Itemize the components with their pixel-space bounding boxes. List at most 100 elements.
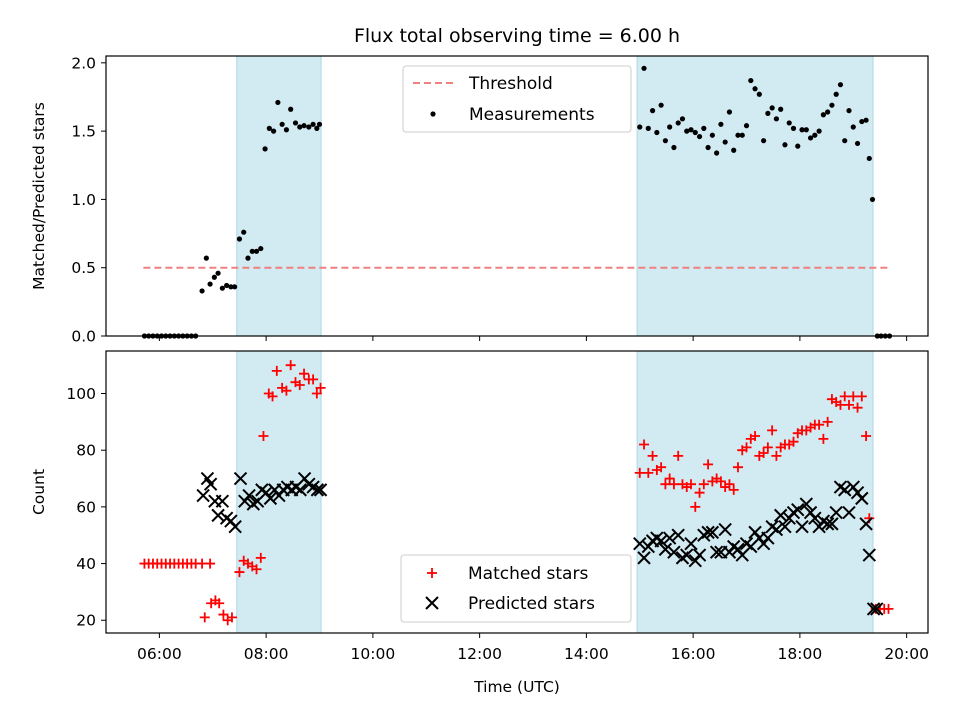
measurement-point <box>249 248 255 254</box>
x-tick-label: 12:00 <box>457 645 502 663</box>
predicted-star-point <box>825 517 839 531</box>
matched-star-point <box>255 552 266 563</box>
legend-matched-swatch <box>427 568 437 578</box>
measurement-point <box>743 123 750 129</box>
matched-star-point <box>758 448 769 459</box>
matched-star-point <box>771 450 782 461</box>
top-y-tick-label: 0.0 <box>71 328 96 346</box>
matched-star-point <box>199 612 210 623</box>
measurement-point <box>765 110 771 116</box>
measurement-point <box>314 125 320 131</box>
measurement-point <box>820 112 826 118</box>
measurement-point <box>236 236 243 242</box>
legend-predicted-swatch <box>425 596 439 610</box>
measurement-point <box>850 124 856 130</box>
predicted-star-point <box>692 548 707 562</box>
measurement-point <box>658 102 664 108</box>
measurement-point <box>812 132 818 138</box>
matched-star-point <box>818 433 829 444</box>
top-shaded-interval <box>236 55 322 337</box>
predicted-star-point <box>855 491 869 506</box>
measurement-point <box>301 123 307 129</box>
predicted-star-point <box>684 537 698 551</box>
measurement-point <box>752 86 758 92</box>
top-y-tick-label: 1.5 <box>71 123 96 141</box>
predicted-star-point <box>633 537 647 551</box>
measurement-point <box>688 127 694 133</box>
matched-star-point <box>767 425 778 436</box>
bottom-shaded-interval <box>636 350 874 634</box>
predicted-star-point <box>799 497 814 511</box>
matched-star-point <box>715 476 726 487</box>
measurement-point <box>833 91 839 97</box>
matched-star-point <box>214 598 225 609</box>
matched-star-point <box>271 365 282 376</box>
matched-star-point <box>226 612 237 623</box>
predicted-star-point <box>233 471 248 486</box>
measurement-point <box>684 128 690 134</box>
top-legend-frame <box>402 65 632 133</box>
matched-star-point <box>856 391 867 402</box>
matched-star-point <box>724 479 735 490</box>
matched-star-point <box>656 462 667 473</box>
measurement-point <box>316 121 323 127</box>
predicted-star-point <box>842 505 856 520</box>
matched-star-point <box>234 567 245 578</box>
predicted-star-point <box>808 511 822 525</box>
matched-star-point <box>660 479 671 490</box>
x-tick-label: 20:00 <box>884 645 929 663</box>
measurement-point <box>654 129 660 136</box>
measurement-point <box>799 127 805 133</box>
measurement-point <box>718 121 724 127</box>
measurement-point <box>748 77 754 84</box>
predicted-star-point <box>310 483 325 497</box>
measurement-point <box>241 229 247 235</box>
bottom-y-axis-label: Count <box>30 469 48 515</box>
measurement-point <box>266 125 272 131</box>
matched-star-point <box>694 487 705 498</box>
predicted-star-point <box>718 522 732 537</box>
bottom-axes-frame <box>105 350 929 634</box>
measurement-point <box>279 121 285 127</box>
matched-star-point <box>258 431 269 442</box>
legend-predicted-label: Predicted stars <box>468 594 595 614</box>
matched-star-point <box>311 388 322 399</box>
measurement-point <box>675 120 681 126</box>
predicted-star-point <box>769 522 784 537</box>
x-axis-label: Time (UTC) <box>473 678 560 696</box>
measurement-point <box>807 135 814 141</box>
matched-star-point <box>788 436 799 447</box>
measurement-point <box>306 124 312 130</box>
measurement-point <box>288 106 294 112</box>
measurement-point <box>714 150 720 156</box>
measurement-point <box>283 127 290 133</box>
measurement-point <box>854 140 861 147</box>
measurement-point <box>292 120 299 126</box>
measurement-point <box>679 116 686 122</box>
measurement-point <box>692 129 698 136</box>
measurement-point <box>866 155 872 162</box>
legend-matched-label: Matched stars <box>468 564 588 584</box>
matched-star-point <box>647 450 658 461</box>
top-y-tick-label: 2.0 <box>71 54 96 72</box>
measurement-point <box>803 127 809 133</box>
predicted-star-point <box>203 477 218 491</box>
measurement-point <box>199 288 205 294</box>
predicted-star-point <box>773 508 788 523</box>
top-legend: Threshold Measurements <box>402 65 632 133</box>
matched-star-point <box>732 462 743 473</box>
legend-measurements-swatch <box>430 111 436 117</box>
measurement-point <box>782 142 788 148</box>
predicted-star-point <box>667 545 681 559</box>
matched-star-point <box>267 391 278 402</box>
top-panel: 0.0 0.5 1.0 1.5 2.0 Matched/Predicted stars <box>30 54 929 346</box>
predicted-star-point <box>654 534 668 548</box>
measurement-point <box>869 196 876 203</box>
predicted-star-point <box>211 508 225 523</box>
top-y-axis-label: Matched/Predicted stars <box>30 102 48 290</box>
predicted-star-point <box>829 505 843 520</box>
predicted-star-point <box>701 525 715 540</box>
measurement-point <box>645 125 651 131</box>
matched-star-point <box>639 439 650 450</box>
measurement-point <box>696 133 703 140</box>
